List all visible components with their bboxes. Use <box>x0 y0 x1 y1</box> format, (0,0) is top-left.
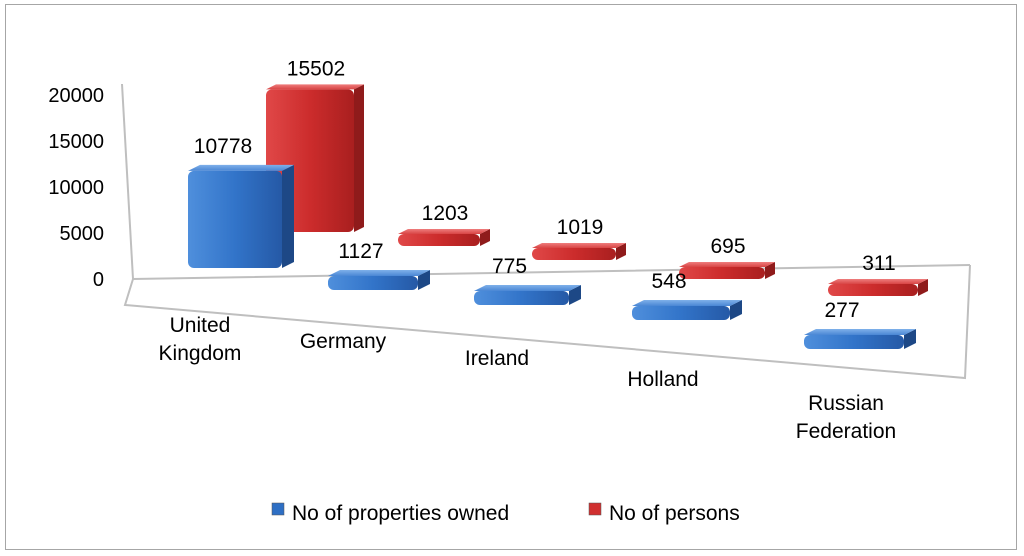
red-bar-2-front <box>532 248 616 260</box>
data-label-properties: 775 <box>492 255 527 278</box>
red-bar-2 <box>532 243 626 260</box>
legend-label: No of properties owned <box>292 502 509 525</box>
blue-bar-4 <box>804 329 916 349</box>
legend-swatch <box>588 502 602 516</box>
blue-bar-0-top <box>188 164 294 171</box>
red-bar-1-top <box>398 229 490 234</box>
category-label: Russian Federation <box>796 392 896 443</box>
blue-bar-1-side <box>418 270 430 290</box>
legend-swatch <box>271 502 285 516</box>
labels: 15502 1203 1019 695 311 10778 1127 775 548 277 Uni… <box>159 57 897 443</box>
category-label: United Kingdom <box>159 314 242 365</box>
blue-bar-2-side <box>569 285 581 305</box>
legend-label: No of persons <box>609 502 740 525</box>
y-tick-label: 5000 <box>60 223 105 245</box>
y-tick-label: 15000 <box>48 131 104 153</box>
blue-bar-0-front <box>188 170 282 268</box>
data-label-persons: 15502 <box>287 57 345 80</box>
legend-item: No of properties owned <box>271 502 509 525</box>
red-bar-4-top <box>828 279 928 284</box>
floor-outline <box>123 264 971 380</box>
category-label: Ireland <box>465 347 529 370</box>
blue-bar-2 <box>474 285 581 305</box>
red-bar-4-side <box>918 279 928 296</box>
red-bar-4-front <box>828 284 918 296</box>
red-bar-4 <box>828 279 928 296</box>
blue-bar-4-top <box>804 329 916 335</box>
legend-item: No of persons <box>588 502 740 525</box>
y-tick-label: 10000 <box>48 177 104 199</box>
red-bar-0-side <box>354 84 364 233</box>
red-bar-3 <box>679 262 775 279</box>
red-bar-2-side <box>616 243 626 260</box>
blue-bar-4-front <box>804 335 904 349</box>
data-label-properties: 1127 <box>338 240 383 263</box>
blue-bar-1-front <box>328 276 418 290</box>
blue-bar-4-side <box>904 329 916 349</box>
bars <box>188 84 928 349</box>
category-label: Germany <box>300 330 387 353</box>
blue-bar-3-top <box>632 300 742 306</box>
red-bar-2-top <box>532 243 626 248</box>
data-label-persons: 1203 <box>422 202 469 225</box>
blue-bar-3-front <box>632 306 730 320</box>
data-label-properties: 277 <box>824 299 859 322</box>
blue-bar-0-side <box>282 164 294 268</box>
blue-bar-2-top <box>474 285 581 291</box>
red-bar-3-top <box>679 262 775 267</box>
blue-bar-0 <box>188 164 294 268</box>
y-tick-label: 0 <box>93 269 104 291</box>
red-bar-0-top <box>266 84 364 90</box>
blue-bar-1 <box>328 270 430 290</box>
legend: No of properties owned No of persons <box>271 502 740 525</box>
red-bar-3-front <box>679 267 765 279</box>
red-bar-1 <box>398 229 490 246</box>
data-label-persons: 311 <box>862 252 895 275</box>
category-label: Holland <box>627 368 698 391</box>
blue-bar-1-top <box>328 270 430 276</box>
data-label-properties: 548 <box>651 270 686 293</box>
chart-frame <box>5 4 1017 550</box>
data-label-persons: 1019 <box>557 216 604 239</box>
red-bar-1-side <box>480 229 490 246</box>
red-bar-3-side <box>765 262 775 279</box>
data-label-persons: 695 <box>710 235 745 258</box>
y-tick-label: 20000 <box>48 85 104 107</box>
red-bar-1-front <box>398 234 480 246</box>
data-label-properties: 10778 <box>194 135 252 158</box>
blue-bar-3-side <box>730 300 742 320</box>
blue-bar-3 <box>632 300 742 320</box>
blue-bar-2-front <box>474 291 569 305</box>
